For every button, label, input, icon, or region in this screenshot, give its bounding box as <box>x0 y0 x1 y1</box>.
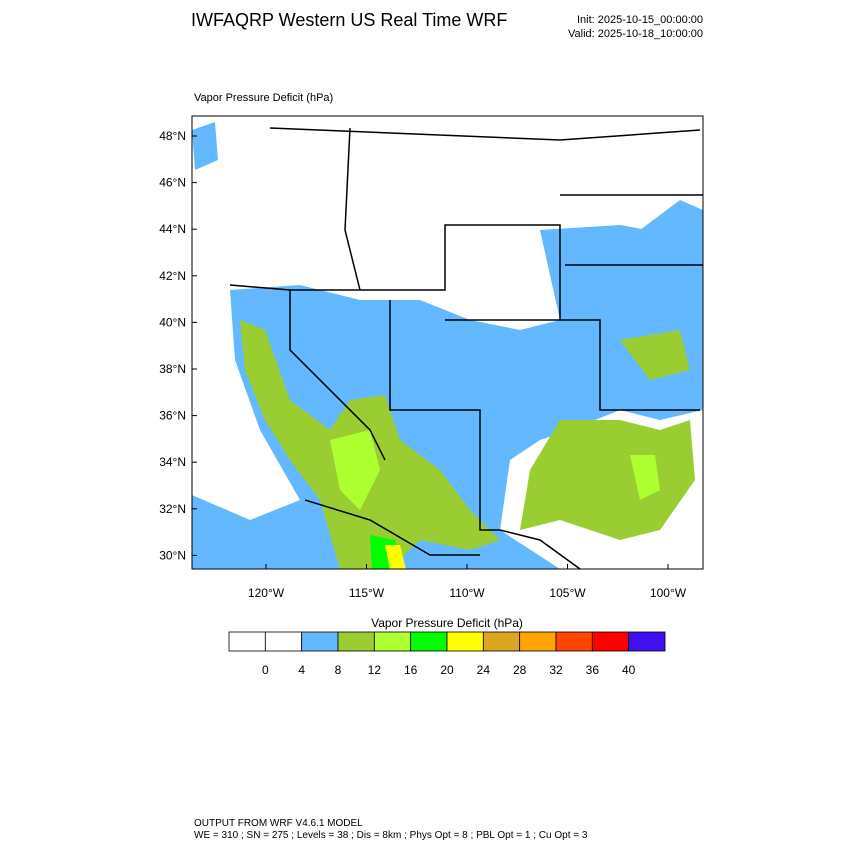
shade <box>192 122 218 170</box>
lat-label: 44°N <box>159 222 186 236</box>
shade <box>620 330 690 380</box>
colorbar-label: 20 <box>440 663 454 677</box>
colorbar-box <box>555 631 593 652</box>
init-time: Init: 2025-10-15_00:00:00 <box>577 14 703 26</box>
colorbar-title: Vapor Pressure Deficit (hPa) <box>371 616 523 630</box>
map-subtitle: Vapor Pressure Deficit (hPa) <box>194 92 333 104</box>
colorbar-box <box>591 631 630 652</box>
borders <box>229 127 703 569</box>
colorbar-label: 24 <box>477 663 491 677</box>
shade <box>520 420 695 540</box>
shade <box>385 545 406 569</box>
colorbar-box <box>410 631 448 652</box>
footer-line: OUTPUT FROM WRF V4.6.1 MODEL <box>194 818 363 829</box>
lat-label: 36°N <box>159 409 186 423</box>
colorbar-box <box>482 631 521 652</box>
lon-label: 105°W <box>549 586 586 600</box>
colorbar-box <box>373 631 412 652</box>
colorbar-label: 28 <box>513 663 527 677</box>
map <box>191 115 704 570</box>
lat-label: 38°N <box>159 362 186 376</box>
map-frame <box>191 115 704 570</box>
shade <box>540 225 703 330</box>
lat-label: 46°N <box>159 176 186 190</box>
footer-line: WE = 310 ; SN = 275 ; Levels = 38 ; Dis … <box>194 830 588 841</box>
lon-label: 115°W <box>349 586 385 600</box>
lat-label: 34°N <box>159 455 186 469</box>
colorbar-label: 40 <box>622 663 636 677</box>
lat-label: 40°N <box>159 315 186 329</box>
lat-label: 48°N <box>159 129 186 143</box>
colorbar-label: 12 <box>368 663 382 677</box>
lat-label: 30°N <box>159 548 186 562</box>
colorbar-box <box>519 631 557 652</box>
shade <box>630 455 660 500</box>
lat-label: 32°N <box>159 502 186 516</box>
lat-label: 42°N <box>159 269 186 283</box>
colorbar-label: 8 <box>335 663 342 677</box>
colorbar-box <box>228 631 266 652</box>
lon-label: 110°W <box>449 586 485 600</box>
shade <box>330 430 380 510</box>
lon-label: 120°W <box>248 586 285 600</box>
colorbar-box <box>264 631 303 652</box>
colorbar-box <box>446 631 484 652</box>
colorbar-label: 36 <box>586 663 600 677</box>
colorbar-box <box>301 631 339 652</box>
colorbar-label: 0 <box>262 663 269 677</box>
valid-time: Valid: 2025-10-18_10:00:00 <box>568 28 703 40</box>
colorbar-label: 32 <box>549 663 563 677</box>
lon-label: 100°W <box>650 586 687 600</box>
colorbar-label: 4 <box>298 663 305 677</box>
colorbar-label: 16 <box>404 663 418 677</box>
colorbar-box <box>628 631 666 652</box>
colorbar-box <box>337 631 375 652</box>
title: IWFAQRP Western US Real Time WRF <box>191 10 507 30</box>
